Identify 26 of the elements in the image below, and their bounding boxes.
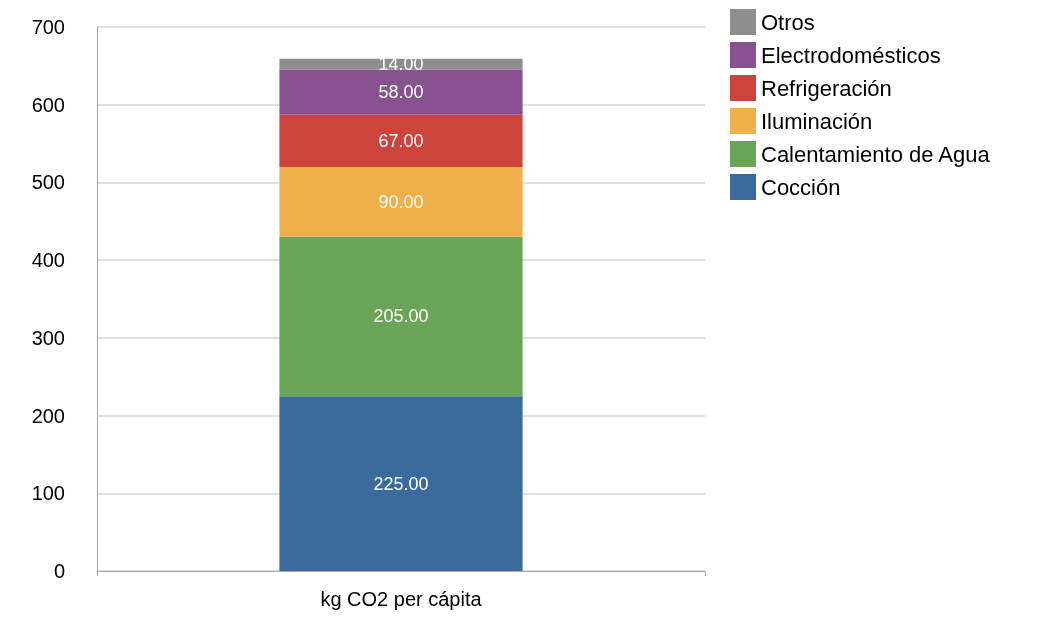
y-tick-label: 500 [31,171,65,194]
y-tick-label: 100 [31,482,65,505]
legend-label: Electrodomésticos [761,42,941,68]
data-label: 225.00 [373,473,429,494]
bar [279,236,523,397]
y-tick-label: 0 [53,560,65,582]
bar [279,166,523,237]
data-label: 58.00 [378,82,424,103]
y-tick-label: 700 [31,16,65,38]
data-label: 205.00 [373,306,429,327]
bar [279,58,523,70]
legend-label: Calentamiento de Agua [761,141,991,167]
y-tick-label: 600 [31,93,65,116]
bar [279,69,523,115]
data-label: 67.00 [378,130,424,151]
legend-label: Refrigeración [761,75,892,101]
bar [279,114,523,167]
y-tick-label: 200 [31,404,65,427]
legend-label: Cocción [761,174,841,200]
legend-label: Otros [761,9,815,35]
x-tick-label: kg CO2 per cápita [320,588,483,610]
legend-label: Iluminación [761,108,873,134]
y-tick-label: 300 [31,326,65,349]
y-tick-label: 400 [31,249,65,272]
data-label: 90.00 [378,191,424,212]
bar [279,396,523,571]
